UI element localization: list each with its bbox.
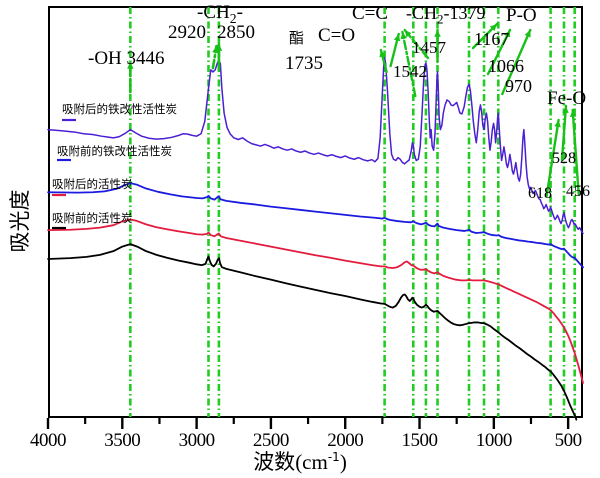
annotation-ch2-1379-subscript: 2	[437, 11, 444, 27]
legend-sample-lines-group	[52, 118, 76, 230]
x-axis-title: 波数(cm-1)	[0, 446, 600, 476]
annotation-1735: 1735	[285, 53, 323, 74]
legend-item-ac-after: 吸附后的活性炭	[52, 177, 133, 191]
legend-item-ac-before: 吸附前的活性炭	[52, 211, 133, 225]
annotation-1167: 1167	[474, 29, 510, 49]
annotation-ch2-text: -CH	[197, 2, 230, 23]
x-tick-label-4000: 4000	[30, 430, 67, 451]
x-axis-unit-close: )	[339, 450, 347, 474]
x-tick-label-1000: 1000	[475, 430, 513, 451]
x-tick-label-2500: 2500	[252, 430, 290, 451]
annotation-456: 456	[566, 183, 590, 200]
spectra-curves-group	[47, 56, 584, 421]
x-tick-label-3500: 3500	[104, 430, 141, 451]
annotation-618: 618	[528, 185, 552, 202]
legend-item-fe-modified-before: 吸附前的铁改性活性炭	[57, 144, 172, 158]
annotation-co: C=O	[318, 25, 356, 46]
annotation-ch2-1379-post: -1379	[443, 3, 486, 23]
annotation-arrows-group	[127, 22, 580, 198]
annotation-528: 528	[552, 150, 576, 167]
y-axis-title: 吸光度	[8, 189, 32, 253]
x-tick-label-500: 500	[554, 430, 583, 451]
annotation-970: 970	[505, 76, 532, 96]
x-tick-label-3000: 3000	[178, 430, 216, 451]
annotation-feo: Fe-O	[547, 88, 587, 109]
annotation-oh-3446: -OH 3446	[88, 48, 165, 69]
annotation-ch2-1379-pre: -CH	[406, 3, 437, 23]
annotation-ch2-1379: -CH2-1379	[406, 3, 485, 28]
annotation-ch2-subscript: 2	[229, 10, 237, 26]
annotation-cc: C=C	[352, 3, 389, 24]
x-tick-label-2000: 2000	[327, 430, 364, 451]
x-tick-label-1500: 1500	[401, 430, 439, 451]
annotation-ch2-dash: -	[236, 2, 243, 23]
annotation-ch2-label: -CH2-	[197, 2, 243, 27]
annotation-1542: 1542	[393, 62, 427, 81]
annotation-ester-cn: 酯	[289, 29, 305, 47]
annotation-2850: 2850	[217, 22, 255, 43]
annotation-po: P-O	[506, 5, 537, 26]
x-axis-unit-open: (cm	[295, 450, 328, 474]
x-axis-unit-exponent: -1	[327, 450, 340, 464]
annotation-2920: 2920	[168, 22, 206, 43]
annotation-1457: 1457	[412, 38, 446, 57]
legend-item-fe-modified-after: 吸附后的铁改性活性炭	[62, 102, 177, 116]
x-axis-title-cn: 波数	[253, 450, 296, 474]
x-axis-ticks-group	[46, 418, 570, 429]
annotation-1066: 1066	[488, 56, 524, 76]
